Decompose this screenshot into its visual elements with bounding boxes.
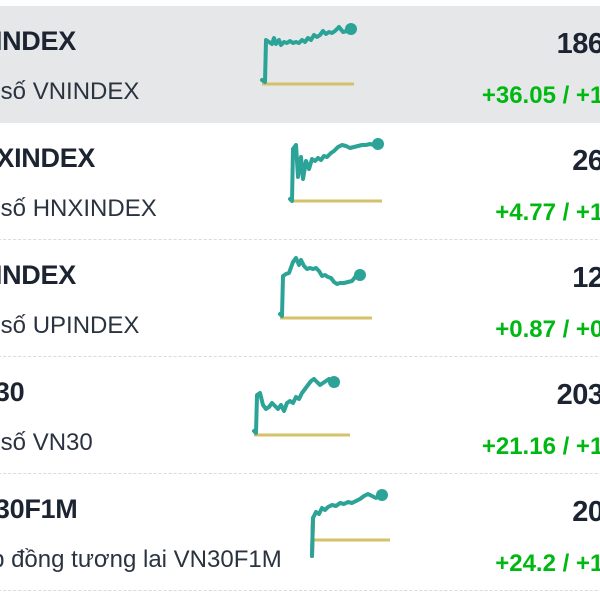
sparkline-path bbox=[310, 492, 384, 558]
sparkline-last-point-dot bbox=[345, 23, 357, 35]
index-quote: 1860.99 +36.05 / +1.98% bbox=[328, 6, 600, 123]
sparkline-last-point-dot bbox=[372, 138, 384, 150]
sparkline-chart bbox=[310, 489, 410, 568]
index-symbol: VN30F1M bbox=[0, 494, 78, 524]
index-quote: 128.19 +0.87 / +0.68% bbox=[328, 240, 600, 357]
index-row[interactable]: VNINDEX Chỉ số VNINDEX 1860.99 +36.05 / +1.… bbox=[0, 6, 600, 123]
index-quote: 2044.5 +24.2 / +1.20% bbox=[328, 474, 600, 591]
index-description: Chỉ số VNINDEX bbox=[0, 78, 140, 105]
row-divider bbox=[0, 589, 600, 591]
index-description: Hợp đồng tương lai VN30F1M bbox=[0, 546, 282, 573]
sparkline-path bbox=[252, 377, 339, 435]
index-description: Chỉ số VN30 bbox=[0, 429, 93, 456]
index-list: VNINDEX Chỉ số VNINDEX 1860.99 +36.05 / +1.… bbox=[0, 6, 600, 591]
sparkline-chart bbox=[252, 373, 354, 451]
index-symbol: UPINDEX bbox=[0, 260, 76, 290]
index-change: +4.77 / +1.86% bbox=[495, 199, 600, 226]
sparkline-last-point-dot bbox=[354, 269, 366, 281]
sparkline-last-point-dot bbox=[328, 376, 340, 388]
index-quote: 261.33 +4.77 / +1.86% bbox=[328, 123, 600, 240]
sparkline-path bbox=[278, 256, 362, 318]
index-change: +0.87 / +0.68% bbox=[495, 316, 600, 343]
index-price: 128.19 bbox=[572, 262, 600, 294]
index-symbol: HNXINDEX bbox=[0, 143, 96, 173]
row-divider bbox=[0, 355, 600, 357]
index-price: 2039.87 bbox=[556, 379, 600, 411]
index-row[interactable]: UPINDEX Chỉ số UPINDEX 128.19 +0.87 / +0.68… bbox=[0, 240, 600, 357]
sparkline-chart bbox=[278, 256, 380, 334]
index-symbol: VNINDEX bbox=[0, 26, 76, 56]
index-price: 1860.99 bbox=[556, 28, 600, 60]
sparkline-chart bbox=[260, 22, 362, 100]
index-change: +36.05 / +1.98% bbox=[481, 82, 600, 109]
row-divider bbox=[0, 238, 600, 240]
index-quote: 2039.87 +21.16 / +1.05% bbox=[328, 357, 600, 474]
index-change: +24.2 / +1.20% bbox=[495, 550, 600, 577]
index-row[interactable]: HNXINDEX Chỉ số HNXINDEX 261.33 +4.77 / +1.… bbox=[0, 123, 600, 240]
sparkline-path bbox=[288, 142, 380, 203]
index-identity: HNXINDEX Chỉ số HNXINDEX bbox=[0, 123, 248, 240]
index-description: Chỉ số UPINDEX bbox=[0, 312, 140, 339]
index-row[interactable]: VN30 Chỉ số VN30 2039.87 +21.16 / +1.05% bbox=[0, 357, 600, 474]
index-price: 261.33 bbox=[572, 145, 600, 177]
sparkline-path bbox=[260, 25, 353, 84]
index-change: +21.16 / +1.05% bbox=[481, 433, 600, 460]
index-description: Chỉ số HNXINDEX bbox=[0, 195, 157, 222]
index-identity: UPINDEX Chỉ số UPINDEX bbox=[0, 240, 248, 357]
sparkline-chart bbox=[288, 138, 390, 217]
row-divider bbox=[0, 472, 600, 474]
index-row[interactable]: VN30F1M Hợp đồng tương lai VN30F1M 2044.5 +… bbox=[0, 474, 600, 591]
index-identity: VN30 Chỉ số VN30 bbox=[0, 357, 248, 474]
index-identity: VN30F1M Hợp đồng tương lai VN30F1M bbox=[0, 474, 282, 591]
index-price: 2044.5 bbox=[572, 496, 600, 528]
sparkline-last-point-dot bbox=[376, 489, 388, 501]
index-symbol: VN30 bbox=[0, 377, 25, 407]
index-identity: VNINDEX Chỉ số VNINDEX bbox=[0, 6, 248, 123]
